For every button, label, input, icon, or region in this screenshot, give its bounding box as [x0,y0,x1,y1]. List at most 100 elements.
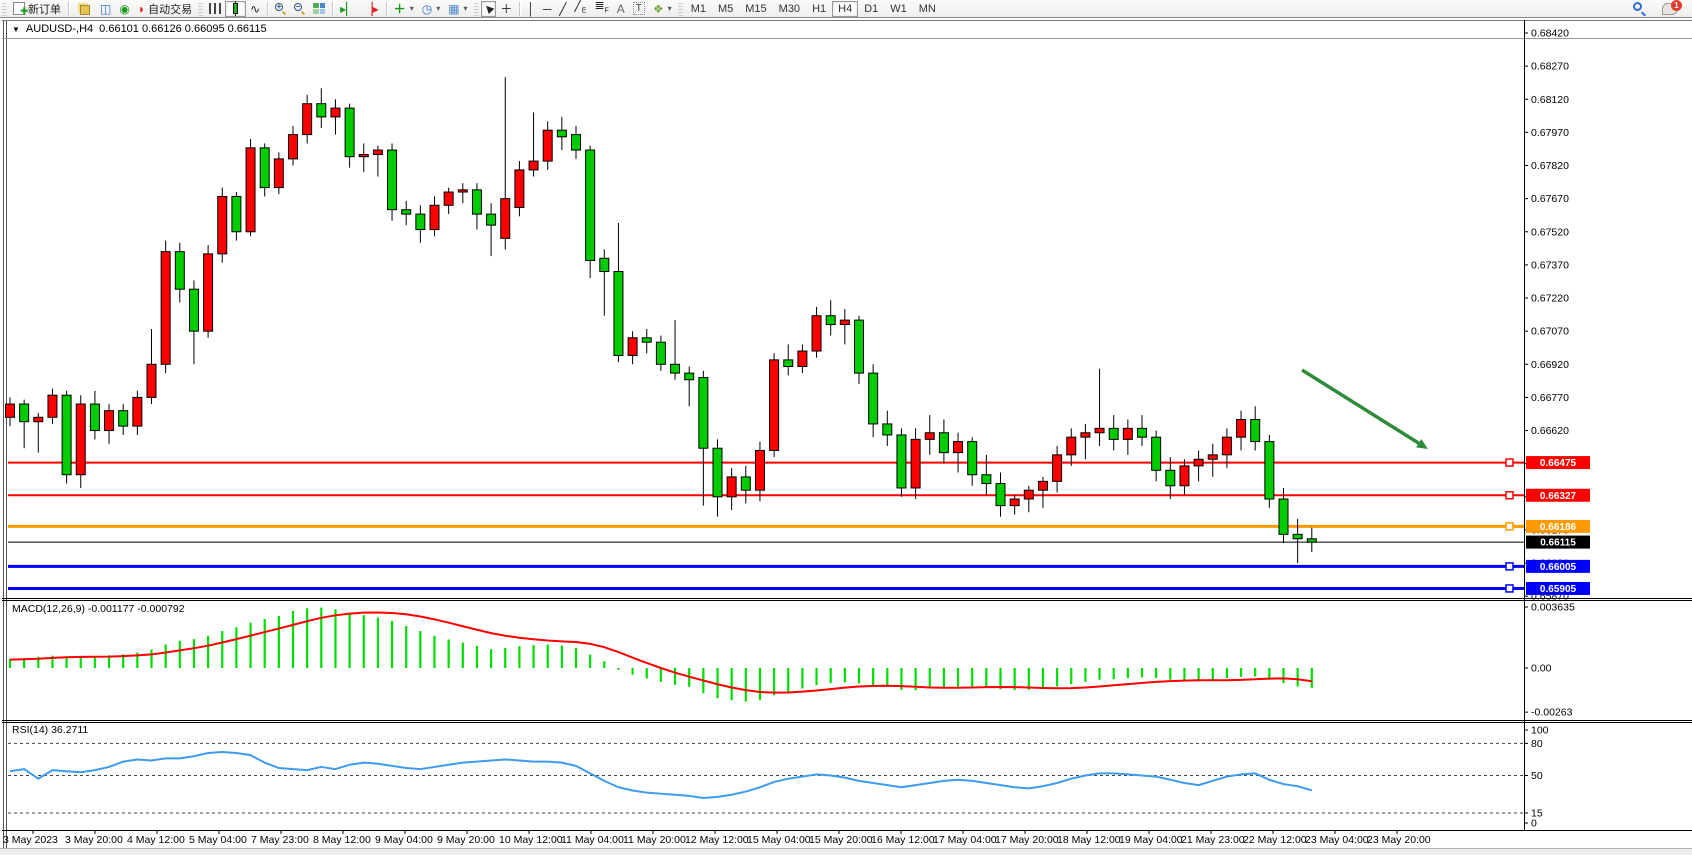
candle [585,145,596,279]
candle-body [401,209,412,215]
candle [924,415,935,455]
toolbar-grip[interactable] [2,1,7,16]
time-label[interactable]: 18 May 12:00 [1057,834,1121,846]
crosshair-button[interactable]: ＋ [496,1,516,17]
time-label[interactable]: 22 May 12:00 [1243,834,1307,846]
time-label[interactable]: 17 May 20:00 [995,834,1059,846]
search-button[interactable] [1629,1,1650,17]
new-order-button[interactable]: 新订单 [9,1,65,17]
candle-body [754,449,765,491]
zoom-out-button[interactable]: − [290,1,309,17]
timeframe-button-mn[interactable]: MN [918,2,936,15]
trend-arrow[interactable] [1301,368,1423,447]
time-label[interactable]: 11 May 20:00 [623,834,686,846]
time-label[interactable]: 23 May 20:00 [1367,834,1431,846]
candle [769,353,780,458]
new-chart-button[interactable]: ◫ [96,1,115,17]
shapes-button[interactable]: ❖ ▾ [652,1,672,16]
collapse-triangle-icon[interactable]: ▼ [12,24,20,34]
level-handle[interactable] [1505,458,1514,467]
zoom-in-button[interactable]: + [271,1,290,17]
candle [132,390,143,435]
chart-header[interactable]: ▼ AUDUSD-,H4 0.66101 0.66126 0.66095 0.6… [12,23,267,35]
zoom-in-icon: + [275,3,287,16]
candle-body [273,158,284,189]
candle [1066,428,1077,466]
time-label[interactable]: 3 May 20:00 [65,834,123,846]
candle [288,125,298,166]
time-label[interactable]: 5 May 04:00 [189,834,247,846]
level-price-label: 0.66115 [1540,538,1576,549]
trendline-button[interactable]: ╱ [555,1,570,17]
time-label[interactable]: 7 May 23:00 [251,834,309,846]
trend-arrow-head[interactable] [1416,439,1428,449]
time-label[interactable]: 21 May 23:00 [1181,834,1245,846]
level-price-label: 0.65905 [1540,584,1577,595]
text-button[interactable]: A [613,1,629,17]
macd-indicator-label: MACD(12,26,9) -0.001177 -0.000792 [12,603,185,615]
candlestick-mode-button[interactable] [225,0,247,17]
auto-scroll-button[interactable]: ▸▏ [336,1,359,17]
notifications-button[interactable]: 1 [1658,0,1682,17]
timeframe-button-w1[interactable]: W1 [890,2,907,15]
candle-body [118,410,129,427]
timeframe-button-m15[interactable]: M15 [745,2,767,15]
time-label[interactable]: 8 May 12:00 [313,834,371,846]
timeframe-button-m30[interactable]: M30 [778,2,801,15]
market-depth-button[interactable] [72,1,96,17]
line-chart-icon: ∿ [250,1,261,16]
level-handle[interactable] [1505,491,1514,500]
timeframe-button-d1[interactable]: D1 [864,2,879,15]
candle-body [599,257,610,273]
toolbar: 新订单 ◫ ◉ ◗ 自动交易 ∿ + − [0,0,1692,18]
tile-windows-button[interactable] [309,1,329,17]
time-label[interactable]: 19 May 04:00 [1119,834,1183,846]
timeframe-button-m5[interactable]: M5 [717,2,734,15]
candle [217,187,228,263]
timeframe-button-h1[interactable]: H1 [812,2,827,15]
chart-canvas[interactable]: 0.68420 0.68270 0.68120 0.67970 0.67820 0.676… [0,19,1692,855]
candle [1037,476,1048,508]
candle-body [1052,454,1063,482]
candle [1009,494,1020,515]
candle-body [811,315,822,352]
time-label[interactable]: 12 May 12:00 [685,834,749,846]
cube-icon [80,4,90,15]
candle-body [995,483,1006,507]
time-label[interactable]: 15 May 20:00 [809,834,873,846]
time-label[interactable]: 9 May 20:00 [437,834,495,846]
timeframe-button-h4[interactable]: H4 [832,0,859,17]
time-label[interactable]: 23 May 04:00 [1305,834,1369,846]
candle-body [585,149,596,261]
line-chart-mode-button[interactable]: ∿ [246,1,264,17]
alerts-button[interactable]: ◉ [115,1,133,17]
timeframe-button-m1[interactable]: M1 [690,2,706,15]
time-label[interactable]: 3 May 2023 [3,834,58,846]
cursor-button[interactable]: ▶ [480,0,497,17]
level-handle[interactable] [1505,562,1514,571]
auto-trading-label: 自动交易 [148,3,193,16]
fibonacci-button[interactable]: ≣F [590,0,612,17]
time-label[interactable]: 15 May 04:00 [747,834,811,846]
candle-body [429,204,440,231]
time-label[interactable]: 4 May 12:00 [127,834,185,846]
templates-button[interactable]: ▦ ▾ [448,1,468,16]
level-handle[interactable] [1505,584,1514,593]
new-order-label: 新订单 [28,3,61,16]
auto-trading-button[interactable]: ◗ 自动交易 [134,1,196,17]
horizontal-line-button[interactable]: ─ [539,1,556,17]
bar-chart-mode-button[interactable] [205,1,225,17]
time-label[interactable]: 11 May 04:00 [561,834,624,846]
candle-body [627,337,638,356]
periods-button[interactable]: ◷ ▾ [421,1,441,16]
channel-button[interactable]: ╱E [571,0,591,17]
time-label[interactable]: 9 May 04:00 [375,834,433,846]
text-label-button[interactable]: T [629,1,649,17]
time-label[interactable]: 16 May 12:00 [871,834,935,846]
level-handle[interactable] [1505,522,1514,531]
indicators-button[interactable]: ＋ ▾ [393,1,414,16]
time-label[interactable]: 10 May 12:00 [499,834,563,846]
chart-shift-button[interactable]: ▕▸ [359,1,382,17]
time-label[interactable]: 17 May 04:00 [933,834,997,846]
vertical-line-button[interactable]: │ [523,1,539,17]
